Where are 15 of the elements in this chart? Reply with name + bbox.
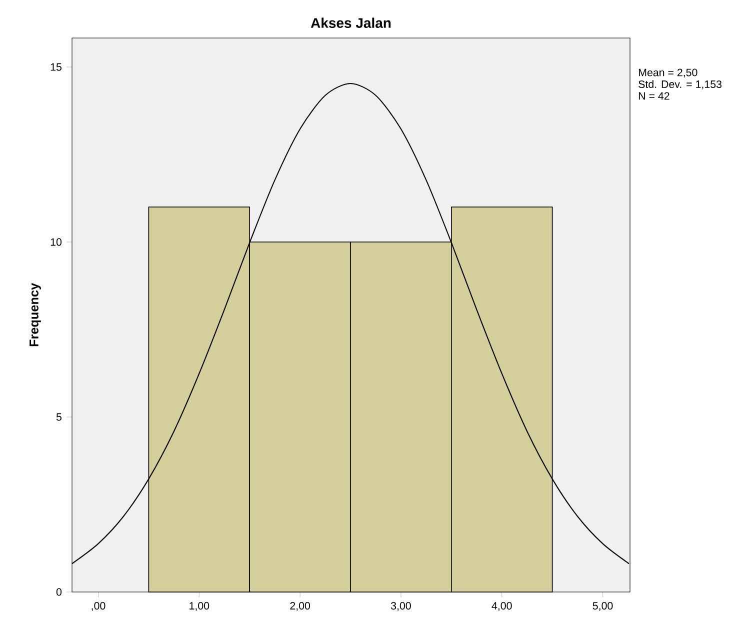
y-tick-label: 0 — [56, 588, 62, 596]
x-tick-label: ,00 — [92, 602, 106, 611]
text: Mean = 2,50 — [638, 68, 698, 78]
x-tick-label: 5,00 — [592, 602, 613, 611]
chart-title: Akses Jalan — [310, 18, 391, 28]
text: N = 42 — [638, 92, 670, 100]
y-tick-label: 10 — [50, 238, 62, 246]
y-axis-title: Frequency — [30, 283, 41, 346]
y-tick-label: 5 — [56, 413, 62, 421]
x-tick-label: 1,00 — [190, 602, 210, 611]
text: Std. Dev. = 1,153 — [638, 80, 722, 90]
x-tick-label: 2,00 — [290, 602, 310, 611]
x-tick-label: 3,00 — [390, 602, 411, 611]
x-tick-label: 4,00 — [492, 602, 512, 611]
y-tick-label: 15 — [50, 63, 62, 71]
